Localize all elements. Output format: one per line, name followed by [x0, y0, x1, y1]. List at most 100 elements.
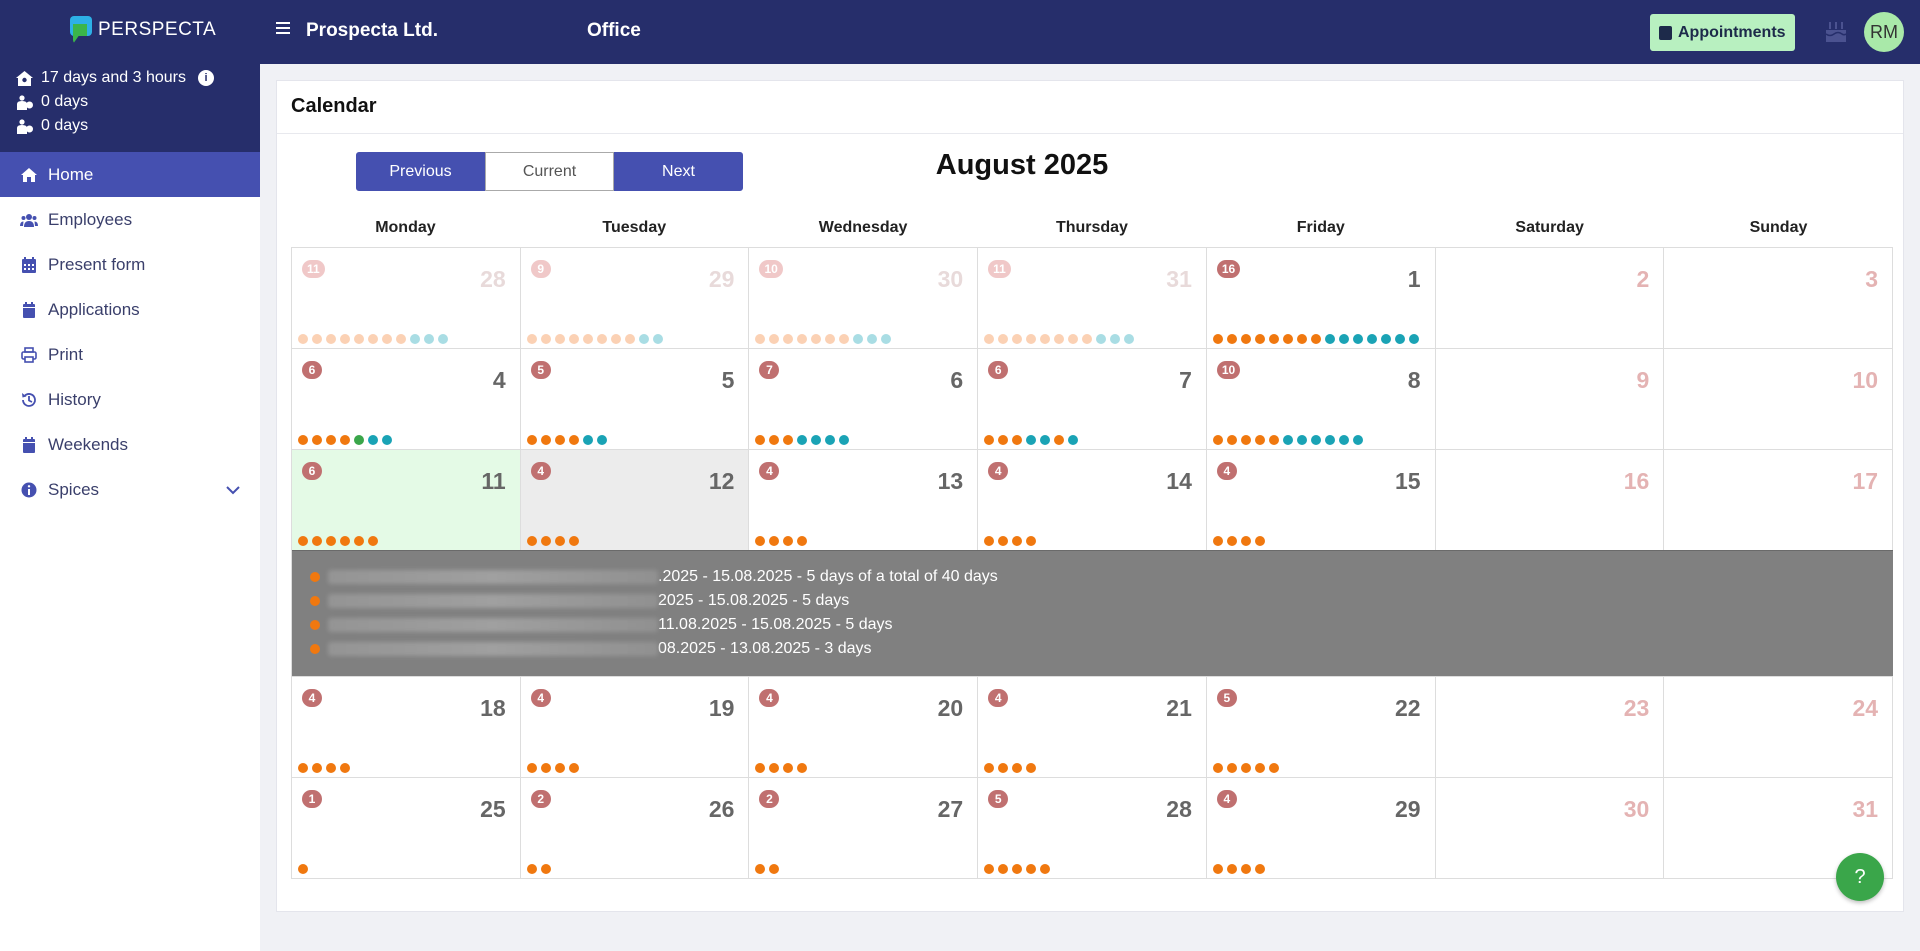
calendar-day-cell[interactable]: 4 14 — [978, 450, 1207, 550]
absence-dot[interactable] — [312, 536, 322, 546]
absence-dot[interactable] — [1110, 334, 1121, 344]
absence-dot[interactable] — [811, 334, 822, 344]
absence-dot[interactable] — [1068, 334, 1079, 344]
absence-dot[interactable] — [1040, 334, 1051, 344]
absence-dot[interactable] — [1268, 435, 1279, 445]
absence-dot[interactable] — [1254, 435, 1265, 445]
absence-dot[interactable] — [1040, 864, 1051, 874]
absence-dot[interactable] — [783, 763, 794, 773]
chevron-down-icon[interactable] — [226, 485, 240, 495]
absence-dot[interactable] — [1012, 334, 1023, 344]
absence-dot[interactable] — [1296, 334, 1307, 344]
absence-dot[interactable] — [1254, 763, 1265, 773]
absence-dot[interactable] — [340, 763, 350, 773]
user-avatar[interactable]: RM — [1864, 12, 1904, 52]
absence-dot[interactable] — [984, 763, 995, 773]
absence-dot[interactable] — [998, 536, 1009, 546]
help-button[interactable]: ? — [1836, 853, 1884, 901]
sidebar-item-spices[interactable]: Spices — [0, 467, 260, 512]
calendar-day-cell[interactable]: 2 — [1436, 248, 1665, 348]
absence-dot[interactable] — [998, 763, 1009, 773]
absence-dot[interactable] — [1296, 435, 1307, 445]
calendar-day-cell[interactable]: 4 19 — [521, 677, 750, 777]
absence-dot[interactable] — [769, 435, 780, 445]
absence-dot[interactable] — [755, 435, 766, 445]
absence-dot[interactable] — [312, 763, 322, 773]
absence-dot[interactable] — [554, 435, 565, 445]
absence-dot[interactable] — [298, 763, 308, 773]
info-icon[interactable]: i — [198, 70, 214, 86]
absence-dot[interactable] — [783, 435, 794, 445]
calendar-day-cell[interactable]: 16 1 — [1207, 248, 1436, 348]
absence-dot[interactable] — [1026, 334, 1037, 344]
calendar-day-cell[interactable]: 4 18 — [292, 677, 521, 777]
absence-dot[interactable] — [984, 536, 995, 546]
absence-dot[interactable] — [1026, 763, 1037, 773]
absence-dot[interactable] — [797, 435, 808, 445]
menu-icon[interactable] — [276, 22, 290, 36]
absence-dot[interactable] — [526, 864, 537, 874]
calendar-day-cell[interactable]: 10 30 — [749, 248, 979, 348]
absence-dot[interactable] — [984, 864, 995, 874]
absence-dot[interactable] — [783, 536, 794, 546]
absence-dot[interactable] — [1026, 536, 1037, 546]
absence-dot[interactable] — [839, 435, 850, 445]
absence-dot[interactable] — [1012, 864, 1023, 874]
absence-dot[interactable] — [1068, 435, 1079, 445]
sidebar-item-history[interactable]: History — [0, 377, 260, 422]
absence-dot[interactable] — [568, 435, 579, 445]
calendar-day-cell[interactable]: 30 — [1436, 778, 1665, 878]
absence-dot[interactable] — [1282, 435, 1293, 445]
absence-dot[interactable] — [382, 334, 392, 344]
calendar-day-cell[interactable]: 4 29 — [1207, 778, 1436, 878]
calendar-day-cell[interactable]: 4 20 — [749, 677, 979, 777]
absence-dot[interactable] — [526, 334, 537, 344]
absence-dot[interactable] — [1082, 334, 1093, 344]
absence-dot[interactable] — [1212, 334, 1223, 344]
absence-dot[interactable] — [1338, 435, 1349, 445]
absence-dot[interactable] — [1268, 334, 1279, 344]
absence-dot[interactable] — [312, 334, 322, 344]
absence-dot[interactable] — [867, 334, 878, 344]
absence-dot[interactable] — [1054, 334, 1065, 344]
absence-dot[interactable] — [1310, 435, 1321, 445]
calendar-day-cell[interactable]: 31 — [1664, 778, 1894, 878]
absence-dot[interactable] — [1254, 536, 1265, 546]
absence-dot[interactable] — [998, 864, 1009, 874]
absence-dot[interactable] — [540, 435, 551, 445]
absence-dot[interactable] — [1380, 334, 1391, 344]
calendar-day-cell[interactable]: 3 — [1664, 248, 1894, 348]
absence-dot[interactable] — [1240, 536, 1251, 546]
absence-dot[interactable] — [1282, 334, 1293, 344]
absence-dot[interactable] — [1012, 763, 1023, 773]
absence-dot[interactable] — [540, 763, 551, 773]
absence-dot[interactable] — [340, 435, 350, 445]
absence-dot[interactable] — [540, 864, 551, 874]
sidebar-item-home[interactable]: Home — [0, 152, 260, 197]
absence-dot[interactable] — [540, 334, 551, 344]
absence-dot[interactable] — [998, 435, 1009, 445]
absence-dot[interactable] — [526, 435, 537, 445]
calendar-day-cell[interactable]: 4 13 — [749, 450, 979, 550]
calendar-day-cell[interactable]: 10 8 — [1207, 349, 1436, 449]
absence-dot[interactable] — [755, 763, 766, 773]
absence-dot[interactable] — [1240, 864, 1251, 874]
absence-dot[interactable] — [1310, 334, 1321, 344]
brand-logo[interactable]: PERSPECTA — [70, 16, 216, 44]
sidebar-item-weekends[interactable]: Weekends — [0, 422, 260, 467]
current-button[interactable]: Current — [485, 152, 614, 191]
absence-dot[interactable] — [298, 334, 308, 344]
absence-dot[interactable] — [1240, 763, 1251, 773]
previous-button[interactable]: Previous — [356, 152, 485, 191]
absence-dot[interactable] — [853, 334, 864, 344]
absence-dot[interactable] — [410, 334, 420, 344]
absence-dot[interactable] — [1226, 334, 1237, 344]
absence-dot[interactable] — [769, 536, 780, 546]
absence-dot[interactable] — [554, 763, 565, 773]
absence-dot[interactable] — [312, 435, 322, 445]
absence-dot[interactable] — [1226, 763, 1237, 773]
absence-dot[interactable] — [596, 435, 607, 445]
absence-dot[interactable] — [326, 763, 336, 773]
